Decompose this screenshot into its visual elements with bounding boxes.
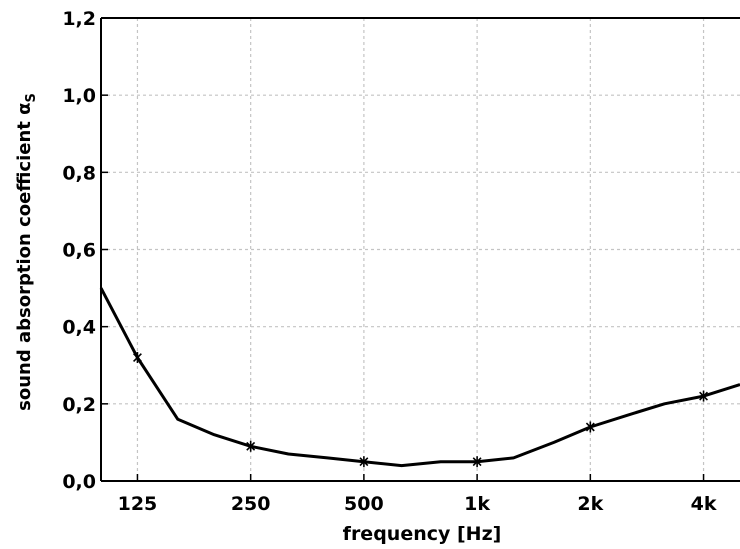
- x-tick-label: 1k: [464, 493, 490, 515]
- asterisk-marker: [699, 390, 709, 402]
- asterisk-marker: [359, 456, 369, 468]
- tick-labels: 125 250 500 1k 2k 4k 0,0 0,2 0,4 0,6 0,8 1,0 1,2: [62, 8, 717, 515]
- marker-stroke: [132, 353, 142, 362]
- marker-stroke: [472, 457, 482, 467]
- y-tick-label: 0,4: [62, 317, 96, 339]
- y-tick-label: 0,8: [62, 162, 96, 184]
- y-tick-label: 1,0: [62, 85, 96, 107]
- x-tick-label: 500: [344, 493, 384, 515]
- x-axis-label: frequency [Hz]: [343, 523, 502, 545]
- data-series: [99, 287, 740, 468]
- marker-stroke: [585, 422, 595, 432]
- x-tick-label: 250: [231, 493, 271, 515]
- x-tick-label: 4k: [691, 493, 717, 515]
- y-axis-label-text: sound absorption coefficient α: [14, 103, 35, 411]
- x-tick-label: 2k: [577, 493, 603, 515]
- axes: [100, 17, 740, 482]
- asterisk-marker: [585, 421, 595, 433]
- grid: [101, 18, 740, 481]
- y-tick-label: 0,6: [62, 240, 96, 262]
- marker-stroke: [359, 457, 369, 467]
- y-axis-label: sound absorption coefficient αS: [14, 93, 39, 411]
- y-tick-label: 0,0: [62, 471, 96, 493]
- asterisk-marker: [132, 352, 142, 364]
- y-tick-label: 0,2: [62, 394, 96, 416]
- x-tick-label: 125: [118, 493, 158, 515]
- asterisk-marker: [246, 440, 256, 452]
- marker-stroke: [699, 391, 709, 401]
- y-axis-label-subscript: S: [24, 93, 39, 102]
- y-tick-label: 1,2: [62, 8, 96, 30]
- series-line: [99, 287, 740, 468]
- data-markers: [132, 352, 709, 468]
- marker-stroke: [246, 441, 256, 451]
- asterisk-marker: [472, 456, 482, 468]
